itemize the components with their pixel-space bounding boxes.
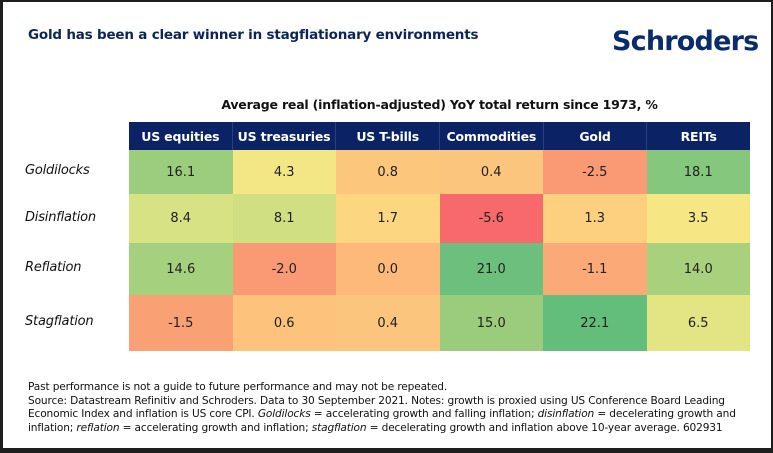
column-header-row: US equities US treasuries US T-bills Commod…	[129, 122, 750, 150]
table-row: -1.5 0.6 0.4 15.0 22.1 6.5	[129, 295, 750, 351]
heatmap-cell: 16.1	[129, 150, 233, 194]
row-label: Reflation	[25, 260, 82, 275]
chart-title: Gold has been a clear winner in stagflat…	[28, 27, 479, 43]
heatmap-cell: 22.1	[543, 295, 647, 351]
footnote-notes: Source: Datastream Refinitiv and Schrode…	[28, 395, 758, 436]
footnote-def-stagflation: = decelerating growth and inflation abov…	[366, 421, 723, 434]
heatmap-cell: 0.8	[336, 150, 440, 194]
footnote-def-goldilocks: = accelerating growth and falling inflat…	[310, 408, 538, 420]
heatmap-cell: 4.3	[232, 150, 336, 194]
heatmap-cell: 18.1	[646, 150, 750, 194]
heatmap-cell: 1.7	[336, 194, 440, 243]
table-row: 14.6 -2.0 0.0 21.0 -1.1 14.0	[129, 243, 750, 295]
chart-page: Gold has been a clear winner in stagflat…	[3, 2, 771, 448]
heatmap-cell: -5.6	[439, 194, 543, 243]
column-header: US treasuries	[233, 122, 337, 150]
footnote-term-disinflation: disinflation	[537, 408, 595, 420]
row-label: Disinflation	[25, 209, 96, 225]
heatmap-cell: 14.0	[646, 243, 750, 295]
heatmap-cell: 3.5	[646, 194, 750, 243]
table-row: 8.4 8.1 1.7 -5.6 1.3 3.5	[129, 194, 750, 243]
column-header: REITs	[680, 128, 717, 144]
column-header: US equities	[129, 122, 233, 150]
footnote-source: Source: Datastream Refinitiv and Schrode…	[28, 394, 725, 421]
heatmap-cell: -1.1	[543, 243, 647, 295]
footnote-def-disinflation: = decelerating growth and inflation;	[28, 408, 736, 434]
column-header: Gold	[544, 122, 648, 150]
heatmap-cell: 15.0	[439, 295, 543, 351]
footnote-disclaimer: Past performance is not a guide to futur…	[28, 381, 448, 393]
heatmap-cell: 0.4	[439, 150, 543, 194]
heatmap-cell: 1.3	[543, 194, 647, 243]
heatmap-cell: 21.0	[439, 243, 543, 295]
heatmap-cell: 0.6	[232, 295, 336, 351]
heatmap-cell: -1.5	[129, 295, 233, 351]
heatmap-cell: 8.1	[232, 194, 336, 243]
column-header: Commodities	[440, 122, 544, 150]
schroders-logo: Schroders	[612, 26, 759, 57]
footnote-term-reflation: reflation	[76, 421, 120, 434]
footnote-term-goldilocks: Goldilocks	[257, 408, 311, 420]
heatmap-cell: 8.4	[129, 194, 233, 243]
heatmap-cell: 6.5	[646, 295, 750, 351]
heatmap-cell: 14.6	[129, 243, 233, 295]
heatmap-body: 16.1 4.3 0.8 0.4 -2.5 18.1 8.4 8.1 1.7 -5.6 1.3 3.5…	[129, 150, 750, 351]
table-subtitle: Average real (inflation-adjusted) YoY to…	[221, 97, 658, 112]
heatmap-cell: -2.0	[232, 243, 336, 295]
heatmap-cell: 0.4	[336, 295, 440, 351]
heatmap-cell: -2.5	[543, 150, 647, 194]
heatmap-cell: 0.0	[336, 243, 440, 295]
heatmap-table: US equities US treasuries US T-bills Commod…	[129, 122, 750, 351]
row-label: Stagflation	[25, 314, 94, 329]
footnote-term-stagflation: stagflation	[311, 421, 367, 434]
column-header: US T-bills	[336, 122, 441, 150]
footnote: Past performance is not a guide to futur…	[28, 381, 758, 435]
table-row: 16.1 4.3 0.8 0.4 -2.5 18.1	[129, 150, 750, 194]
footnote-def-reflation: = accelerating growth and inflation;	[119, 421, 312, 434]
row-label: Goldilocks	[25, 163, 90, 178]
